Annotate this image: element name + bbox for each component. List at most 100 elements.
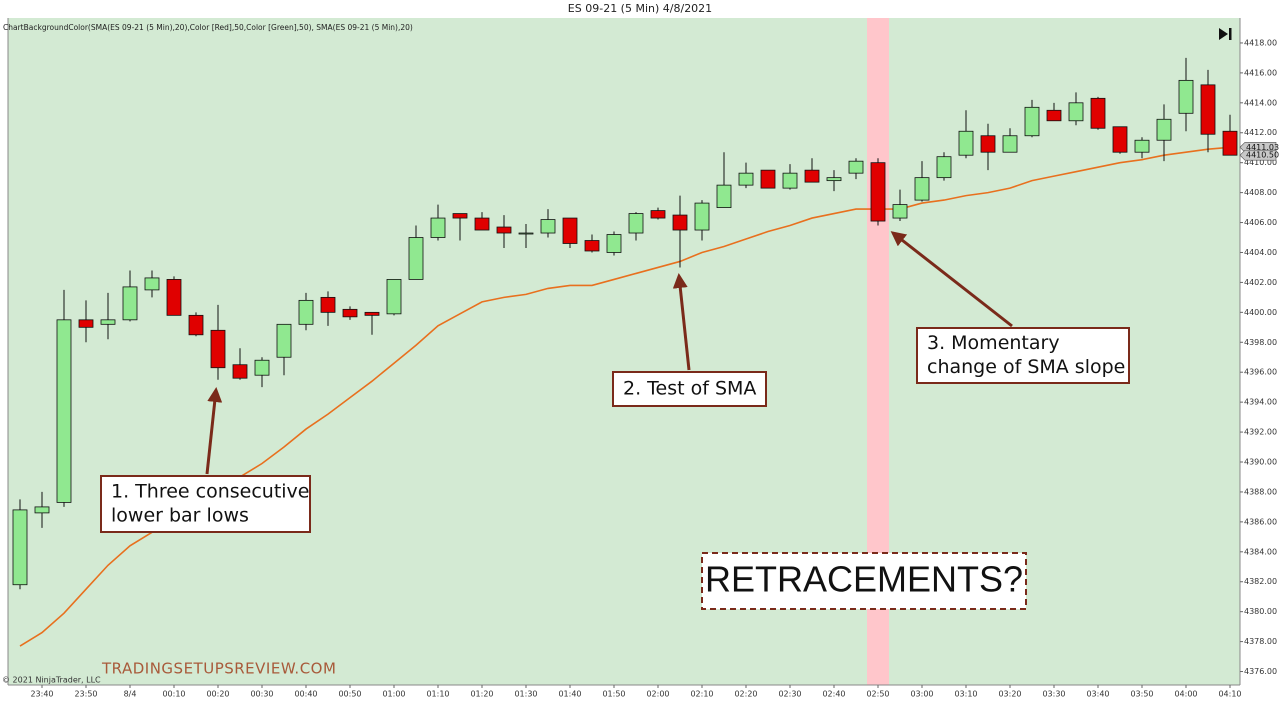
chart-title: ES 09-21 (5 Min) 4/8/2021 [568,2,712,15]
candle-body [672,214,688,231]
candle-body [320,296,336,313]
candle-body [562,217,578,244]
x-tick-label: 00:20 [206,690,229,699]
play-triangle[interactable] [1219,28,1228,40]
copyright: © 2021 NinjaTrader, LLC [2,676,101,685]
x-tick-label: 01:50 [602,690,625,699]
headline-box [701,552,1027,610]
candle-body [1134,139,1150,153]
annotation-text: 2. Test of SMA [623,378,756,400]
x-tick-label: 02:10 [690,690,713,699]
candle-body [716,184,732,208]
candle-body [430,217,446,238]
candle-body [364,311,380,316]
candle-body [1112,126,1128,153]
candle-body [12,509,28,586]
annotation-arrow [672,273,691,371]
candle-body [870,162,886,222]
x-tick-label: 02:20 [734,690,757,699]
candle-body [386,279,402,315]
annotation-text: 3. Momentary [927,332,1060,354]
y-tick-label: 4380.00 [1244,607,1277,616]
candle-body [1200,84,1216,135]
y-tick-label: 4378.00 [1244,637,1277,646]
candle-body [166,279,182,316]
headline: RETRACEMENTS? [705,559,1023,600]
candle-body [188,314,204,336]
x-tick-label: 02:30 [778,690,801,699]
x-tick-label: 04:10 [1218,690,1241,699]
annotation-arrow [890,231,1013,328]
annotation-box [916,327,1130,384]
x-tick-label: 03:30 [1042,690,1065,699]
candle-body [1068,102,1084,122]
play-bar[interactable] [1229,28,1232,40]
annotation-box [612,371,767,407]
candle-body [958,130,974,156]
x-tick-label: 03:50 [1130,690,1153,699]
indicator-label: ChartBackgroundColor(SMA(ES 09-21 (5 Min… [3,23,413,32]
annotation-text: change of SMA slope [927,356,1125,378]
candle-body [980,135,996,153]
annotation-text: lower bar lows [111,505,249,527]
price-tag-label: 4411.03 [1246,143,1279,152]
candle-body [298,299,314,325]
candle-body [540,219,556,234]
candle-body [100,319,116,325]
candle-body [782,172,798,189]
play-icon[interactable] [1219,28,1232,40]
candle-body [210,329,226,369]
candle-body [276,323,292,358]
y-tick-label: 4406.00 [1244,218,1277,227]
candle-body [628,213,644,234]
x-tick-label: 03:40 [1086,690,1109,699]
candle-body [584,240,600,252]
candle-body [496,226,512,234]
price-tag [1239,149,1277,161]
candle-body [760,169,776,189]
annotation-box [100,475,311,533]
y-tick-label: 4412.00 [1244,128,1277,137]
y-tick-label: 4400.00 [1244,308,1277,317]
y-tick-label: 4394.00 [1244,398,1277,407]
candle-body [56,319,72,503]
y-tick-label: 4416.00 [1244,68,1277,77]
x-tick-label: 02:40 [822,690,845,699]
candle-body [1156,118,1172,141]
x-tick-label: 8/4 [124,690,137,699]
x-tick-label: 02:50 [866,690,889,699]
y-tick-label: 4404.00 [1244,248,1277,257]
x-tick-label: 03:10 [954,690,977,699]
y-tick-label: 4414.00 [1244,98,1277,107]
x-tick-label: 03:20 [998,690,1021,699]
y-tick-label: 4398.00 [1244,338,1277,347]
candle-body [936,156,952,179]
x-tick-label: 00:40 [294,690,317,699]
candle-body [452,213,468,219]
y-tick-label: 4402.00 [1244,278,1277,287]
candle-body [254,359,270,376]
candle-body [408,237,424,280]
candle-body [1002,135,1018,153]
y-tick-label: 4396.00 [1244,368,1277,377]
x-tick-label: 01:10 [426,690,449,699]
candle-body [1024,106,1040,137]
watermark: TRADINGSETUPSREVIEW.COM [101,660,336,678]
annotation-text: 1. Three consecutive [111,481,309,503]
x-tick-label: 03:00 [910,690,933,699]
candle-body [232,364,248,379]
candle-body [650,210,666,219]
candle-body [1222,130,1238,156]
x-tick-label: 00:30 [250,690,273,699]
candle-body [694,202,710,231]
x-tick-label: 00:50 [338,690,361,699]
x-tick-label: 02:00 [646,690,669,699]
x-tick-label: 01:30 [514,690,537,699]
candle-body [738,172,754,186]
candle-body [78,319,94,328]
candle-body [122,286,138,321]
y-tick-label: 4392.00 [1244,428,1277,437]
y-tick-label: 4410.00 [1244,158,1277,167]
